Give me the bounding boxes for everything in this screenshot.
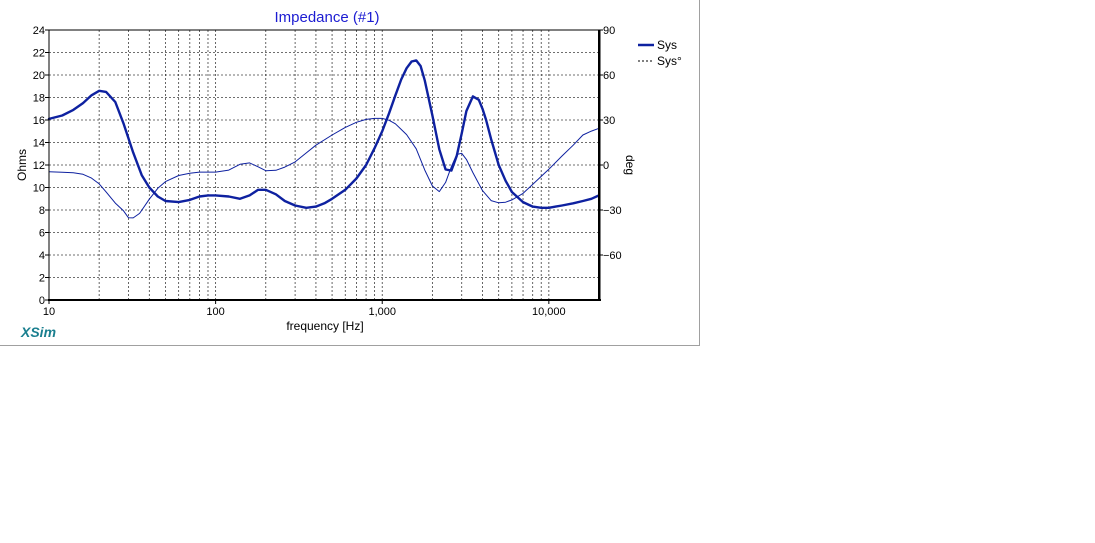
x-tick-label: 10	[43, 306, 55, 318]
legend-label-sys-phase: Sys°	[657, 54, 682, 68]
y-axis-label: Ohms	[15, 149, 29, 181]
y2-tick-label: 90	[603, 25, 615, 37]
legend-label-sys: Sys	[657, 38, 677, 52]
y2-tick-label: −30	[603, 205, 622, 217]
y-tick-label: 8	[39, 205, 45, 217]
y2-tick-label: 30	[603, 115, 615, 127]
series-line-sys	[47, 59, 601, 210]
y-tick-label: 10	[33, 183, 45, 195]
x-axis-line	[48, 299, 601, 301]
chart-title: Impedance (#1)	[274, 9, 379, 26]
x-tick-label: 1,000	[368, 306, 396, 318]
series-layer	[47, 59, 601, 219]
plot-area	[49, 30, 600, 300]
xsim-logo: XSim	[20, 324, 56, 340]
y-tick-label: 2	[39, 273, 45, 285]
y-tick-label: 0	[39, 295, 45, 307]
y2-tick-label: 60	[603, 70, 615, 82]
chart-panel: 0 2 4 6 8 10 12 14 16 18 20 22 24 90 60 30 0 −30 −60 10 100 1…	[0, 0, 700, 346]
x-tick-label: 100	[206, 306, 224, 318]
y2-tick-label: 0	[603, 160, 609, 172]
y-tick-label: 12	[33, 160, 45, 172]
series-line-sys-phase	[48, 117, 600, 219]
y-tick-label: 20	[33, 70, 45, 82]
x-tick-label: 10,000	[532, 306, 566, 318]
y-tick-label: 4	[39, 250, 45, 262]
y2-tick-label: −60	[603, 250, 622, 262]
x-axis-label: frequency [Hz]	[286, 319, 363, 333]
y-tick-label: 6	[39, 228, 45, 240]
grid	[49, 30, 599, 300]
y-tick-label: 16	[33, 115, 45, 127]
y-tick-label: 22	[33, 48, 45, 60]
y-tick-label: 24	[33, 25, 45, 37]
legend: Sys Sys°	[638, 38, 682, 68]
y2-axis-label: deg	[623, 155, 637, 175]
y-tick-label: 14	[33, 138, 45, 150]
y-tick-label: 18	[33, 93, 45, 105]
